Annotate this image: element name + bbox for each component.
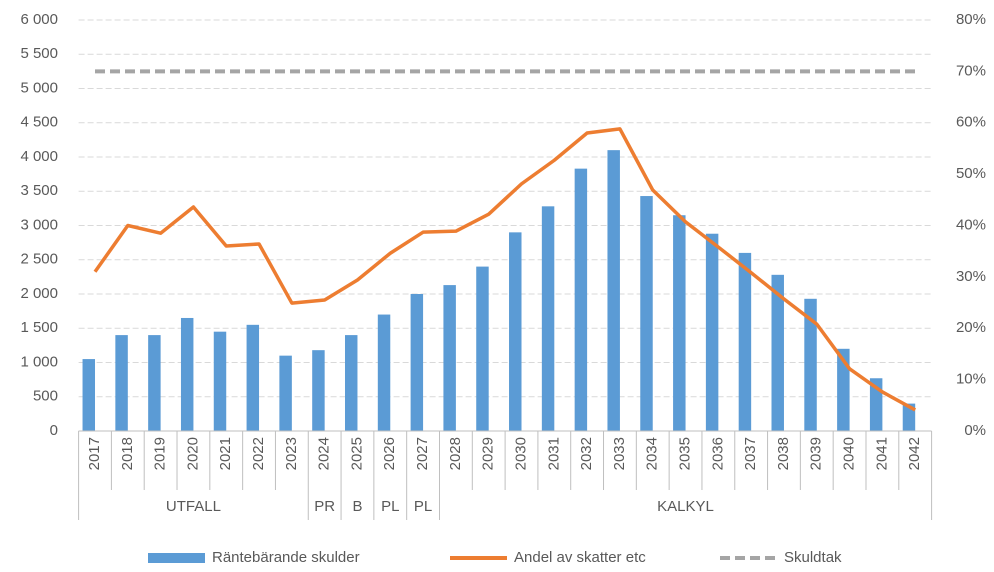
y-tick-label: 3 500	[20, 182, 58, 199]
bar	[902, 403, 916, 431]
y-tick-label: 5 000	[20, 79, 58, 96]
x-tick-label: 2039	[808, 437, 825, 470]
y-tick-label: 0	[50, 422, 58, 439]
y2-tick-label: 40%	[956, 216, 986, 233]
y-tick-label: 2 000	[20, 285, 58, 302]
x-tick-label: 2020	[184, 437, 201, 470]
bar	[738, 252, 752, 431]
bar	[804, 298, 817, 431]
y2-tick-label: 30%	[956, 268, 986, 285]
bar	[837, 348, 850, 431]
bar	[344, 335, 358, 431]
y2-tick-label: 70%	[956, 62, 986, 79]
x-tick-label: 2018	[119, 437, 136, 470]
legend-label: Andel av skatter etc	[514, 549, 646, 566]
bar	[705, 233, 719, 431]
x-tick-label: 2029	[480, 437, 497, 470]
y-tick-label: 4 500	[20, 114, 58, 131]
y2-tick-label: 0%	[964, 422, 986, 439]
bar	[476, 266, 489, 431]
bar	[607, 150, 620, 431]
x-tick-label: 2021	[217, 437, 234, 470]
x-tick-label: 2033	[611, 437, 628, 470]
bar	[640, 196, 653, 431]
bar	[82, 359, 96, 431]
x-tick-label: 2038	[775, 437, 792, 470]
x-tick-label: 2034	[644, 437, 661, 470]
x-tick-label: 2027	[414, 437, 431, 470]
x-tick-label: 2042	[906, 437, 923, 470]
y-tick-label: 3 000	[20, 216, 58, 233]
group-label: PL	[414, 498, 432, 515]
bar	[377, 314, 391, 431]
group-label: KALKYL	[657, 498, 714, 515]
x-tick-label: 2025	[348, 437, 365, 470]
x-tick-label: 2035	[677, 437, 694, 470]
x-tick-label: 2024	[316, 437, 333, 470]
x-tick-label: 2037	[742, 437, 759, 470]
x-tick-label: 2031	[545, 437, 562, 470]
line	[93, 127, 917, 412]
x-tick-label: 2026	[381, 437, 398, 470]
bar	[213, 331, 227, 431]
bar	[410, 294, 424, 431]
y2-tick-label: 20%	[956, 319, 986, 336]
x-tick-label: 2019	[152, 437, 169, 470]
x-tick-label: 2022	[250, 437, 267, 470]
y-tick-label: 6 000	[20, 11, 58, 28]
y-tick-label: 2 500	[20, 251, 58, 268]
y-tick-label: 500	[33, 388, 58, 405]
x-tick-label: 2036	[709, 437, 726, 470]
bar	[246, 324, 260, 431]
bar	[180, 317, 194, 431]
bar	[509, 232, 522, 431]
legend-swatch	[148, 553, 205, 563]
bar	[443, 285, 456, 431]
bar	[771, 274, 784, 431]
y-tick-label: 1 000	[20, 353, 58, 370]
x-tick-label: 2040	[841, 437, 858, 470]
y2-tick-label: 80%	[956, 11, 986, 28]
group-label: UTFALL	[166, 498, 221, 515]
group-label: PR	[314, 498, 335, 515]
bar	[673, 215, 686, 431]
legend-label: Räntebärande skulder	[212, 549, 360, 566]
bar	[115, 335, 128, 431]
y2-tick-label: 60%	[956, 114, 986, 131]
group-label: B	[352, 498, 362, 515]
y-tick-label: 5 500	[20, 45, 58, 62]
x-tick-label: 2023	[283, 437, 300, 470]
bar	[279, 355, 292, 431]
y2-tick-label: 10%	[956, 371, 986, 388]
bar	[541, 206, 555, 431]
bar	[574, 168, 588, 431]
group-label: PL	[381, 498, 399, 515]
y-tick-label: 1 500	[20, 319, 58, 336]
y-tick-label: 4 000	[20, 148, 58, 165]
y2-tick-label: 50%	[956, 165, 986, 182]
legend-label: Skuldtak	[784, 549, 842, 566]
x-tick-label: 2041	[873, 437, 890, 470]
x-tick-label: 2032	[578, 437, 595, 470]
bar	[312, 350, 325, 431]
bar	[148, 335, 161, 431]
x-tick-label: 2028	[447, 437, 464, 470]
x-tick-label: 2030	[512, 437, 529, 470]
x-tick-label: 2017	[86, 437, 103, 470]
